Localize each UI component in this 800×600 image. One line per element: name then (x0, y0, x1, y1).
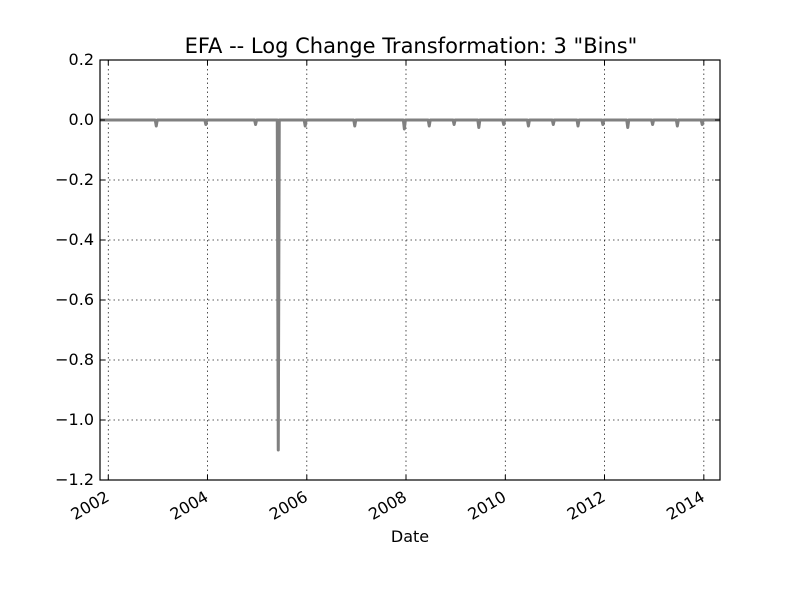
x-axis: 2002 2004 2006 2008 2010 2012 2014 (68, 60, 708, 524)
x-tick-label: 2008 (365, 487, 410, 524)
x-tick-label: 2012 (564, 487, 609, 524)
x-tick-label: 2014 (663, 487, 708, 524)
y-tick-label: 0.2 (69, 50, 94, 69)
chart-title: EFA -- Log Change Transformation: 3 "Bin… (185, 34, 638, 58)
x-axis-label: Date (391, 527, 429, 546)
plot-frame (99, 59, 721, 481)
y-tick-label: −0.8 (55, 350, 94, 369)
y-tick-label: −1.0 (55, 410, 94, 429)
y-axis: 0.2 0.0 −0.2 −0.4 −0.6 −0.8 −1.0 −1.2 (55, 50, 720, 489)
x-tick-label: 2010 (465, 487, 510, 524)
series-group (100, 118, 720, 452)
x-tick-label: 2006 (266, 487, 311, 524)
y-tick-label: −1.2 (55, 470, 94, 489)
y-tick-label: −0.2 (55, 170, 94, 189)
y-tick-label: 0.0 (69, 110, 94, 129)
x-tick-label: 2002 (68, 487, 113, 524)
series-line (100, 118, 720, 452)
x-tick-label: 2004 (167, 487, 212, 524)
y-tick-label: −0.4 (55, 230, 94, 249)
y-tick-label: −0.6 (55, 290, 94, 309)
